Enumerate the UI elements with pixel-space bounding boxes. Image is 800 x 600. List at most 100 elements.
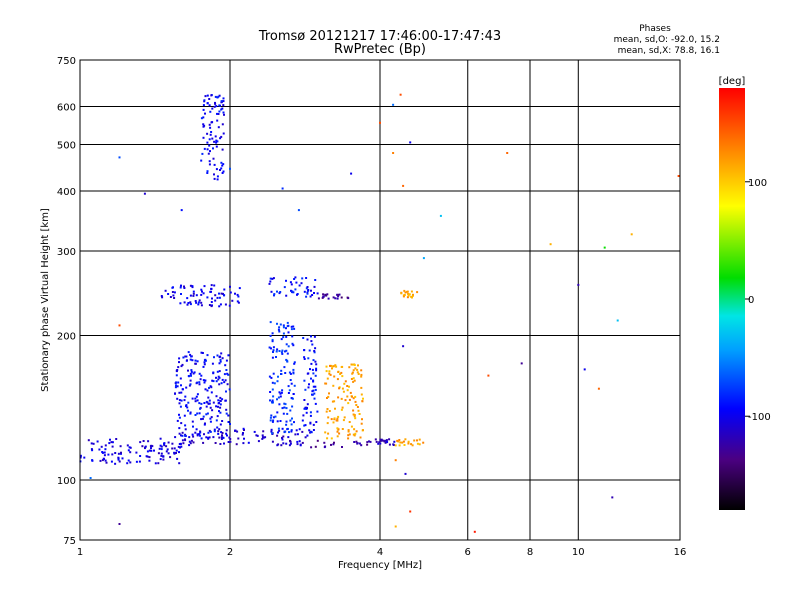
grid-lines: [80, 60, 680, 540]
data-point: [178, 402, 181, 405]
data-point: [284, 372, 287, 374]
data-point: [219, 360, 222, 363]
data-point: [104, 444, 107, 447]
data-point: [208, 436, 211, 439]
data-point: [313, 285, 316, 288]
data-point: [303, 407, 306, 410]
data-point: [111, 453, 114, 456]
data-point: [280, 391, 283, 394]
data-point: [216, 112, 218, 115]
data-point: [129, 461, 132, 464]
data-point: [175, 374, 178, 377]
data-point: [220, 292, 223, 295]
data-point: [299, 443, 302, 446]
data-point: [211, 362, 214, 365]
data-point: [110, 460, 113, 463]
data-point: [347, 437, 350, 440]
data-point: [222, 170, 225, 173]
data-point: [392, 152, 395, 154]
data-point: [198, 433, 201, 436]
data-point: [117, 457, 120, 460]
data-point: [228, 436, 231, 439]
data-point: [384, 441, 387, 444]
data-point: [311, 294, 314, 296]
data-point: [401, 441, 404, 444]
data-point: [400, 292, 403, 295]
data-point: [326, 293, 329, 296]
data-point: [344, 380, 347, 383]
data-point: [271, 432, 274, 435]
data-point: [334, 407, 336, 410]
data-point: [357, 373, 360, 375]
data-point: [177, 381, 180, 384]
data-point: [360, 444, 363, 447]
data-point: [306, 403, 309, 406]
data-point: [217, 113, 220, 115]
data-point: [261, 437, 264, 440]
data-point: [158, 447, 161, 450]
data-point: [225, 369, 228, 371]
data-point: [314, 360, 317, 363]
data-point: [198, 383, 201, 386]
data-point: [416, 291, 419, 294]
data-point: [285, 407, 288, 410]
data-point: [188, 440, 191, 443]
data-point: [146, 450, 149, 453]
data-point: [315, 369, 318, 372]
data-point: [218, 428, 221, 431]
data-point: [115, 438, 118, 440]
data-point: [129, 446, 132, 449]
data-point: [218, 94, 221, 97]
data-point: [416, 442, 419, 445]
data-point: [217, 378, 220, 381]
data-point: [352, 397, 355, 400]
data-point: [327, 297, 330, 300]
data-point: [237, 295, 240, 298]
data-point: [221, 148, 224, 151]
data-point: [337, 396, 340, 399]
data-point: [141, 445, 144, 448]
data-point: [388, 443, 391, 446]
data-point: [206, 94, 209, 97]
data-point: [282, 332, 285, 335]
data-point: [203, 99, 206, 102]
data-point: [241, 433, 244, 436]
data-point: [313, 350, 316, 352]
data-point: [208, 98, 211, 100]
data-point: [221, 357, 224, 360]
y-tick-label: 100: [57, 476, 76, 487]
data-point: [203, 147, 206, 150]
data-point: [218, 436, 221, 439]
data-point: [330, 437, 333, 440]
data-point: [277, 431, 279, 434]
data-point: [439, 214, 442, 217]
data-point: [227, 354, 230, 357]
data-point: [208, 386, 210, 389]
data-point: [353, 415, 356, 418]
data-point: [314, 402, 317, 405]
data-point: [269, 277, 272, 280]
data-point: [336, 427, 339, 430]
data-point: [185, 386, 188, 389]
data-point: [603, 246, 606, 249]
data-point: [183, 287, 186, 289]
data-point: [261, 434, 264, 437]
data-point: [217, 430, 220, 433]
data-point: [216, 370, 219, 373]
data-point: [210, 284, 213, 287]
data-point: [150, 447, 152, 450]
data-point: [223, 381, 226, 384]
data-point: [285, 327, 287, 330]
data-point: [186, 406, 189, 409]
data-point: [157, 462, 160, 465]
data-point: [224, 303, 227, 306]
data-point: [204, 112, 206, 115]
data-point: [184, 428, 187, 431]
y-axis-label: Stationary phase Virtual Height [km]: [40, 208, 51, 392]
y-tick-label: 500: [57, 141, 76, 152]
data-point: [326, 422, 329, 425]
data-point: [212, 380, 215, 383]
data-point: [98, 448, 101, 451]
data-point: [286, 427, 289, 430]
data-point: [223, 113, 225, 116]
